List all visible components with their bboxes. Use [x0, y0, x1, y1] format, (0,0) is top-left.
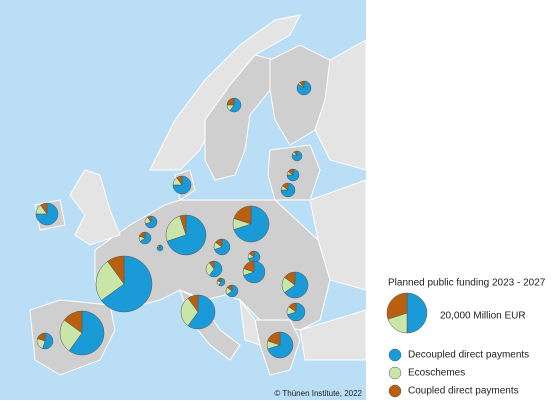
legend-size-label: 20,000 Million EUR	[440, 311, 526, 322]
credit: © Thünen Institute, 2022	[274, 389, 362, 398]
pie-wedge	[248, 250, 255, 258]
pie-wedge	[226, 284, 239, 298]
legend-label: Ecoschemes	[408, 368, 465, 379]
pie-wedge	[287, 168, 294, 176]
legend-swatch	[388, 366, 402, 380]
pie-wedge	[284, 271, 309, 299]
pie-wedge	[165, 215, 187, 242]
pie-wedge	[100, 255, 153, 313]
pie-wedge	[179, 214, 187, 236]
pie-wedge	[208, 260, 215, 270]
legend-swatch	[388, 348, 402, 362]
pie-wedge	[187, 294, 216, 330]
legend-panel	[366, 0, 559, 400]
pie-wedge	[172, 175, 192, 195]
pie-wedge	[37, 332, 46, 342]
pie-wedge	[208, 260, 223, 278]
pie-wedge	[107, 255, 125, 285]
pie-wedge	[291, 150, 303, 162]
pie-wedge	[299, 80, 305, 89]
pie-wedge	[139, 231, 152, 245]
pie-wedge	[59, 319, 83, 352]
pie-wedge	[166, 214, 207, 256]
legend-label: Decoupled direct payments	[408, 350, 529, 361]
pie-wedge	[138, 231, 146, 239]
pie-wedge	[187, 294, 199, 313]
pie-wedge	[218, 277, 226, 287]
pie-wedge	[243, 260, 255, 273]
pie-wedge	[267, 331, 281, 346]
legend-title: Planned public funding 2023 - 2027	[388, 278, 546, 289]
pie-wedge	[35, 202, 59, 226]
pie-wedge	[63, 310, 83, 334]
pie-wedge	[40, 202, 48, 215]
pie-wedge	[282, 182, 289, 191]
pie-wedge	[280, 182, 296, 198]
pie-wedge	[229, 97, 242, 113]
pie-wedge	[215, 238, 223, 248]
pie-wedge	[176, 175, 183, 186]
pie-wedge	[226, 284, 233, 292]
legend-label: Coupled direct payments	[408, 386, 519, 397]
pie-wedge	[68, 310, 105, 356]
legend-pie-wedge	[386, 292, 408, 320]
pie-wedge	[286, 168, 300, 182]
pie-wedge	[147, 215, 152, 223]
pie-wedge	[233, 205, 252, 225]
legend-pie-wedge	[406, 292, 428, 334]
pie-wedge	[293, 150, 298, 157]
pie-wedge	[95, 260, 125, 301]
pie-wedge	[180, 297, 199, 327]
pie-wedge	[226, 97, 235, 106]
pie-wedge	[216, 277, 222, 283]
legend-size-pie	[386, 292, 428, 334]
pie-wedge	[157, 244, 161, 249]
legend-swatch	[388, 384, 402, 398]
pie-wedge	[284, 271, 296, 286]
pie-wedge	[288, 302, 297, 313]
